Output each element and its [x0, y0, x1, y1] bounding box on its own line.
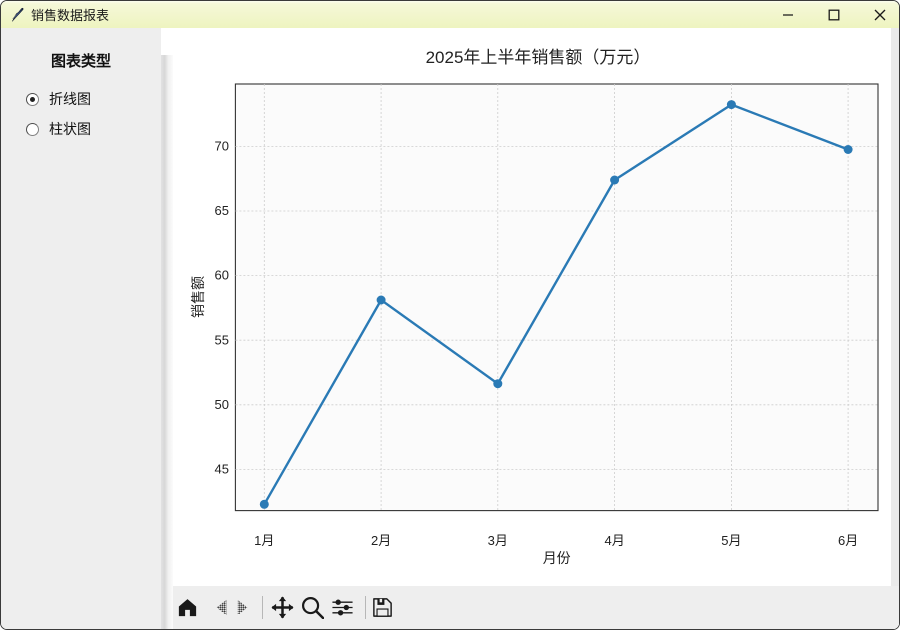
- svg-text:月份: 月份: [543, 550, 571, 566]
- svg-text:70: 70: [215, 139, 229, 154]
- svg-text:50: 50: [215, 397, 229, 412]
- svg-text:45: 45: [215, 462, 229, 477]
- svg-text:4月: 4月: [604, 533, 624, 548]
- svg-text:6月: 6月: [838, 533, 858, 548]
- svg-text:2月: 2月: [371, 533, 391, 548]
- svg-text:3月: 3月: [488, 533, 508, 548]
- svg-text:1月: 1月: [254, 533, 274, 548]
- svg-text:55: 55: [215, 332, 229, 347]
- svg-text:销售额: 销售额: [190, 276, 206, 318]
- svg-text:60: 60: [215, 268, 229, 283]
- svg-text:65: 65: [215, 203, 229, 218]
- svg-text:5月: 5月: [721, 533, 741, 548]
